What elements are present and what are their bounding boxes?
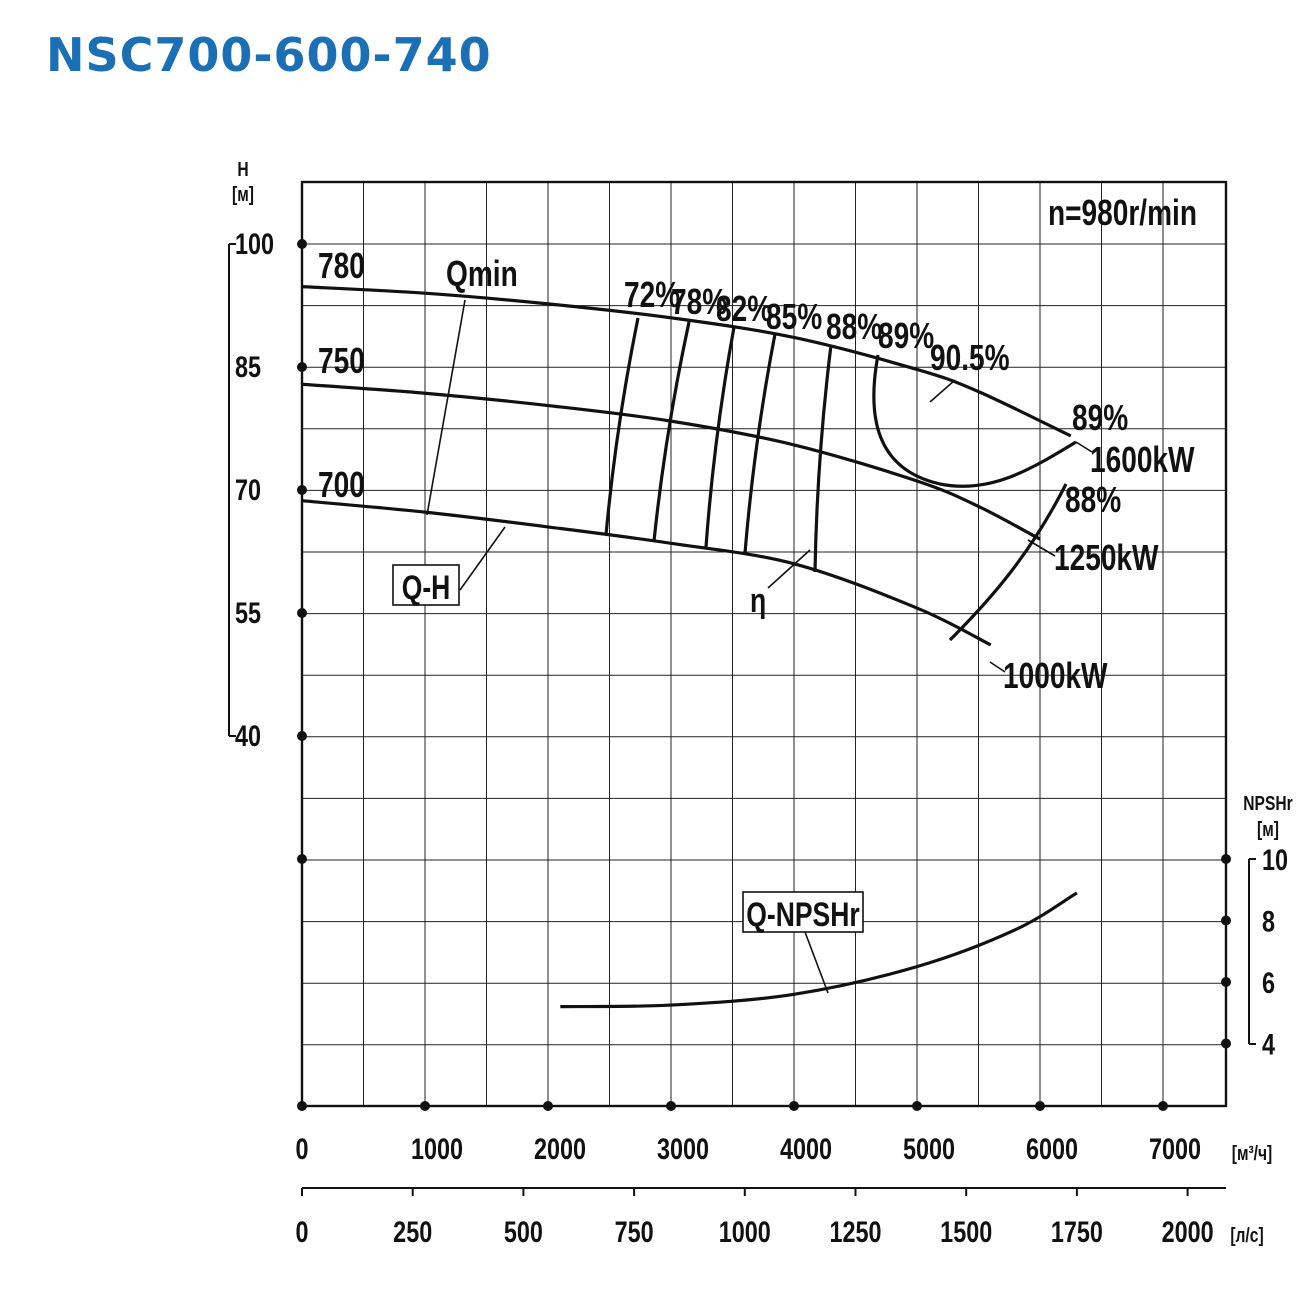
ls-tick-label: 500 — [504, 1215, 543, 1248]
efficiency-90-leader — [929, 379, 956, 403]
npsh-axis-unit: [м] — [1257, 818, 1279, 840]
flow-tick-dot — [297, 1101, 307, 1111]
iso-efficiency-lines — [604, 317, 1077, 642]
chart-title: NSC700-600-740 — [46, 28, 492, 82]
efficiency-label: 88% — [1065, 480, 1121, 520]
efficiency-label: 90.5% — [930, 338, 1010, 378]
diameter-label-780: 780 — [318, 246, 365, 286]
qh-label: Q-H — [402, 569, 451, 607]
flow-tick-dot — [1035, 1101, 1045, 1111]
head-tick-dot — [297, 608, 307, 618]
npsh-tick-dot — [1221, 1038, 1231, 1049]
flow-tick-label: 6000 — [1026, 1132, 1078, 1165]
speed-label: n=980r/min — [1048, 193, 1197, 233]
power-label: 1250kW — [1054, 538, 1159, 578]
npsh-axis-label: NPSHr — [1243, 792, 1292, 814]
efficiency-label: 85% — [766, 297, 822, 337]
ls-tick-label: 1500 — [940, 1215, 992, 1248]
npsh-tick-label: 4 — [1262, 1028, 1275, 1061]
efficiency-line — [652, 321, 691, 542]
qnpsh-label-box — [742, 891, 864, 933]
plot-frame — [300, 180, 1228, 1108]
efficiency-line — [704, 326, 736, 548]
ls-tick-label: 1250 — [829, 1215, 881, 1248]
qnpsh-label: Q-NPSHr — [746, 896, 860, 934]
power-1000-leader — [989, 661, 1006, 673]
chart-labels: Q-H Q-NPSHr Qmin η n=980r/min 780 750 700 72%78%… — [318, 193, 1197, 994]
ls-tick-label: 2000 — [1162, 1215, 1214, 1248]
ls-tick-label: 1750 — [1051, 1215, 1103, 1248]
head-tick-dot — [297, 485, 307, 495]
flow-tick-dot — [789, 1101, 799, 1111]
head-tick-dot — [297, 731, 307, 741]
head-tick-label: 70 — [235, 473, 261, 506]
power-1600-leader — [1075, 441, 1093, 453]
power-label: 1000kW — [1003, 656, 1108, 696]
efficiency-line — [813, 344, 833, 573]
npsh-tick-label: 6 — [1262, 966, 1275, 999]
flow-tick-label: 7000 — [1149, 1132, 1201, 1165]
flow-tick-label: 2000 — [534, 1132, 586, 1165]
power-label: 1600kW — [1090, 440, 1195, 480]
qh-curve-750 — [301, 382, 1041, 541]
npsh-curve — [560, 891, 1078, 1009]
chart-curves — [301, 285, 1078, 1009]
qh-leader — [459, 526, 506, 591]
efficiency-label: 88% — [826, 307, 882, 347]
head-axis-label: H — [237, 158, 248, 180]
head-tick-label: 100 — [235, 227, 274, 260]
ls-tick-label: 1000 — [719, 1215, 771, 1248]
head-tick-label: 40 — [235, 719, 261, 752]
head-axis-unit: [м] — [232, 183, 254, 205]
efficiency-line — [743, 333, 777, 554]
head-tick-label: 85 — [235, 350, 261, 383]
head-tick-dot — [297, 362, 307, 372]
qmin-label: Qmin — [446, 254, 518, 294]
qmin-leader — [426, 299, 466, 516]
flow-tick-label: 5000 — [903, 1132, 955, 1165]
efficiency-line — [604, 317, 640, 536]
left-npsh-dot — [297, 854, 307, 864]
ls-axis-unit: [л/с] — [1230, 1224, 1263, 1246]
efficiency-label: 82% — [716, 289, 772, 329]
npsh-tick-dot — [1221, 977, 1231, 987]
head-tick-dot — [297, 239, 307, 249]
eta-label: η — [750, 582, 766, 620]
npsh-leader — [804, 931, 829, 994]
flow-tick-dot — [543, 1101, 553, 1111]
efficiency-label: 78% — [671, 282, 727, 322]
ls-tick-label: 0 — [295, 1215, 308, 1248]
flow-tick-label: 0 — [295, 1132, 308, 1165]
efficiency-label: 89% — [1072, 398, 1128, 438]
npsh-tick-dot — [1221, 915, 1231, 926]
eta-leader — [767, 549, 811, 589]
qh-curve-780 — [301, 285, 1072, 438]
flow-tick-dot — [912, 1101, 922, 1111]
chart-grid — [300, 180, 1228, 1108]
ls-tick-label: 750 — [615, 1215, 654, 1248]
flow-tick-dot — [420, 1101, 430, 1111]
flow-tick-label: 4000 — [780, 1132, 832, 1165]
qh-curve-700 — [301, 499, 992, 647]
efficiency-loop-89 — [872, 354, 1077, 488]
efficiency-label: 72% — [624, 275, 680, 315]
npsh-tick-dot — [1221, 854, 1231, 864]
flow-tick-label: 1000 — [411, 1132, 463, 1165]
power-1250-leader — [1027, 539, 1056, 557]
head-tick-label: 55 — [235, 596, 261, 629]
diameter-label-750: 750 — [318, 341, 365, 381]
flow-axis-unit: [м³/ч] — [1232, 1142, 1272, 1164]
qh-label-box — [392, 564, 460, 606]
efficiency-line-88 — [948, 483, 1068, 642]
npsh-tick-label: 8 — [1262, 905, 1275, 938]
flow-tick-label: 3000 — [657, 1132, 709, 1165]
flow-tick-dot — [1158, 1101, 1168, 1111]
flow-tick-dot — [666, 1101, 676, 1111]
ls-tick-label: 250 — [393, 1215, 432, 1248]
diameter-label-700: 700 — [318, 465, 365, 505]
efficiency-label: 89% — [878, 316, 934, 356]
npsh-tick-label: 10 — [1262, 843, 1288, 876]
